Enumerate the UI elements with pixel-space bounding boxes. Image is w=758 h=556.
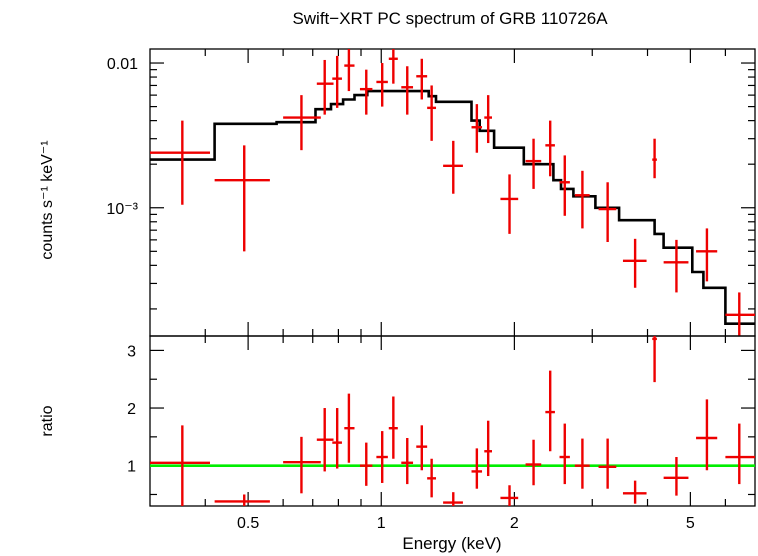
ratio-data-point <box>359 442 373 486</box>
ratio-data-point <box>388 396 398 459</box>
ratio-data-point <box>376 431 388 483</box>
ratio-data-point <box>471 448 483 489</box>
ratio-data-point <box>545 370 555 452</box>
ratio-data-point <box>427 458 437 498</box>
spectrum-data-point <box>725 292 755 336</box>
ratio-data-point <box>332 408 342 469</box>
ratio-data-point <box>696 399 718 471</box>
ratio-data-point <box>150 425 210 506</box>
spectrum-data-point <box>283 95 321 151</box>
ratio-y-tick-label: 1 <box>127 459 136 476</box>
spectrum-data-point <box>388 49 398 84</box>
model-step-line <box>150 89 755 325</box>
y-axis-label-spectrum: counts s⁻¹ keV⁻¹ <box>39 140 56 259</box>
spectrum-data-point <box>316 59 334 115</box>
spectrum-data-point <box>332 55 342 108</box>
ratio-data-point <box>725 423 755 485</box>
spectrum-data-point <box>545 120 555 177</box>
spectrum-data-point <box>401 66 414 115</box>
ratio-y-tick-label: 2 <box>127 401 136 418</box>
y-axis-label-ratio: ratio <box>39 405 56 436</box>
ratio-y-tick-label: 3 <box>127 343 136 360</box>
spectrum-data-point <box>598 182 617 242</box>
ratio-data-point <box>214 494 270 506</box>
ratio-data-point <box>344 393 355 463</box>
ratio-data-point <box>574 438 590 489</box>
spectrum-data-point <box>652 138 657 179</box>
spectrum-data-point <box>622 238 647 288</box>
spectrum-y-tick-label: 0.01 <box>107 56 138 73</box>
ratio-data-point <box>316 408 334 472</box>
spectrum-y-tick-label: 10⁻³ <box>106 201 138 218</box>
ratio-data-point <box>663 457 689 496</box>
ratio-data-point <box>500 485 519 506</box>
spectrum-data-point <box>525 138 542 189</box>
spectrum-panel: 0.01 10⁻³ <box>106 48 756 337</box>
chart-title: Swift−XRT PC spectrum of GRB 110726A <box>292 9 608 28</box>
spectrum-data-point <box>443 140 463 194</box>
ratio-data-point <box>622 480 647 504</box>
spectrum-data-point <box>484 95 492 144</box>
ratio-data-point <box>283 436 321 494</box>
ratio-panel: 0.5 1 2 5 1 2 3 <box>127 335 756 532</box>
spectrum-data-point <box>359 69 373 115</box>
x-tick-label: 2 <box>510 515 519 532</box>
ratio-data-point <box>443 492 463 506</box>
ratio-data-point <box>416 425 428 471</box>
spectrum-data-point <box>416 58 428 100</box>
spectrum-data-point <box>471 104 483 153</box>
ratio-frame <box>149 335 756 507</box>
ratio-data-point <box>525 439 542 486</box>
x-tick-label: 5 <box>686 515 695 532</box>
spectrum-data-point <box>500 174 519 234</box>
spectrum-data-point <box>344 49 355 92</box>
spectrum-data-point <box>696 228 718 282</box>
spectrum-data-point <box>214 145 270 252</box>
ratio-data-point <box>652 336 657 383</box>
spectrum-data-point <box>559 155 570 216</box>
spectrum-data-point <box>376 63 388 107</box>
x-axis-label: Energy (keV) <box>402 534 501 553</box>
x-tick-label: 1 <box>377 515 386 532</box>
ratio-data-point <box>401 438 414 485</box>
ratio-data-point <box>484 420 492 477</box>
ratio-data-point <box>559 423 570 485</box>
spectrum-data-point <box>663 239 689 293</box>
ratio-data-point <box>598 438 617 489</box>
spectrum-data-point <box>150 120 210 205</box>
spectrum-data-point <box>574 170 590 229</box>
x-tick-label: 0.5 <box>237 515 259 532</box>
spectrum-data-point <box>427 85 437 141</box>
